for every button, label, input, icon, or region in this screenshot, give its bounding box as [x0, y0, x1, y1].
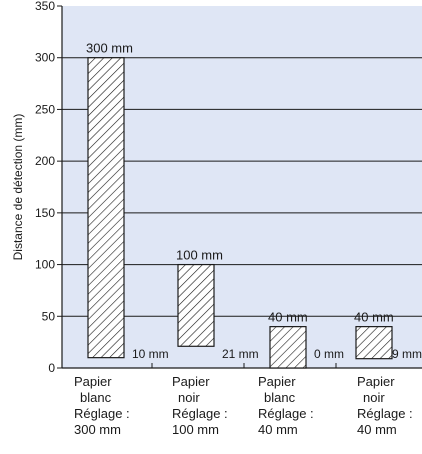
y-tick-labels: 0 50 100 150 200 250 300 350: [35, 0, 62, 375]
y-tick-label-350: 350: [35, 0, 55, 13]
category-label-3: Papier blanc Réglage :40 mm: [258, 374, 314, 437]
y-tick-label-50: 50: [42, 309, 56, 323]
y-tick-label-0: 0: [48, 361, 55, 375]
y-axis-label: Distance de détection (mm): [11, 114, 25, 261]
bar-3: [269, 326, 307, 369]
bar-4-min-label: 9 mm: [392, 347, 422, 361]
category-label-1: Papier blanc Réglage :300 mm: [74, 374, 130, 437]
y-tick-label-250: 250: [35, 102, 55, 116]
x-ticks: [151, 363, 337, 368]
category-labels: Papier blanc Réglage :300 mm Papier noir Régl…: [74, 374, 413, 437]
y-tick-label-300: 300: [35, 51, 55, 65]
bar-3-min-label: 0 mm: [314, 347, 344, 361]
bar-1-min-label: 10 mm: [132, 347, 169, 361]
category-label-2: Papier noir Réglage :100 mm: [172, 374, 228, 437]
y-tick-label-100: 100: [35, 258, 55, 272]
category-label-4: Papier noir Réglage :40 mm: [357, 374, 413, 437]
bar-2-min-label: 21 mm: [222, 347, 259, 361]
y-tick-label-150: 150: [35, 206, 55, 220]
bar-1: [87, 57, 125, 359]
y-tick-label-200: 200: [35, 154, 55, 168]
bars: 300 mm 10 mm 100 mm 21 mm 40 mm 0 mm 40 mm 9 mm: [86, 41, 422, 369]
bar-3-max-label: 40 mm: [268, 310, 308, 325]
bar-4: [355, 326, 393, 360]
bar-1-max-label: 300 mm: [86, 41, 133, 56]
bar-2: [177, 263, 215, 347]
bar-2-max-label: 100 mm: [176, 248, 223, 263]
bar-4-max-label: 40 mm: [354, 310, 394, 325]
